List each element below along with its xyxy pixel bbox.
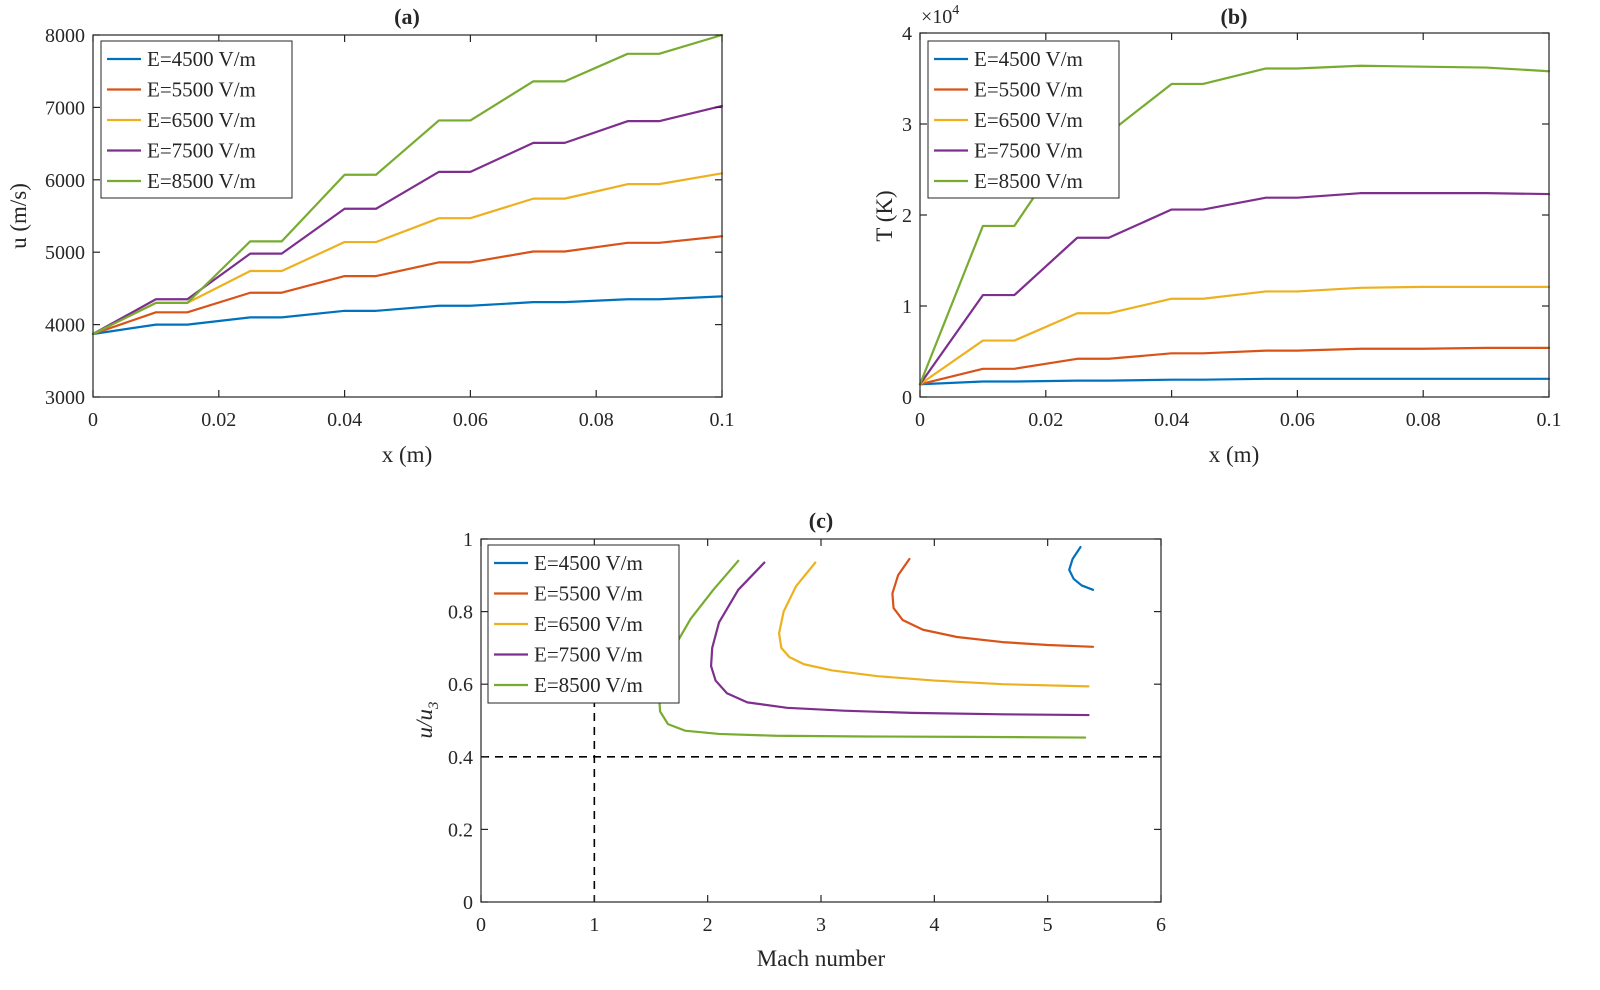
panel-c-series-3 bbox=[777, 561, 1090, 688]
panel-a-series bbox=[91, 33, 724, 336]
panel-b-xtick-label: 0.06 bbox=[1280, 409, 1315, 431]
panel-c-ytick-label: 0 bbox=[463, 892, 473, 914]
panel-b-legend: E=4500 V/m E=5500 V/m E=6500 V/m E=7500 V/m… bbox=[927, 40, 1120, 199]
panel-a-legend-label-4: E=7500 V/m bbox=[147, 139, 256, 163]
panel-b-xtick-label: 0.04 bbox=[1154, 409, 1189, 431]
panel-b-xtick-label: 0 bbox=[915, 409, 925, 431]
panel-b-exponent: ×104 bbox=[921, 3, 959, 28]
panel-a-series-1 bbox=[91, 295, 724, 336]
panel-a-legend-label-1: E=4500 V/m bbox=[147, 47, 256, 71]
panel-a-legend-label-3: E=6500 V/m bbox=[147, 108, 256, 132]
panel-a-series-5 bbox=[91, 33, 724, 336]
panel-b-series-3 bbox=[918, 285, 1551, 386]
panel-c-ticks: 0 1 2 3 4 5 6 0 0.2 0.4 0.6 0.8 1 bbox=[448, 529, 1166, 936]
panel-c-series-2 bbox=[891, 557, 1095, 648]
panel-a-ytick-label: 3000 bbox=[45, 387, 85, 409]
panel-c-ylabel-main: u/u bbox=[412, 709, 437, 738]
panel-a-ytick-label: 8000 bbox=[45, 25, 85, 47]
panel-a: 0 0.02 0.04 0.06 0.08 0.1 3000 4000 5000 6000 7000… bbox=[6, 4, 735, 467]
panel-c-xtick-label: 3 bbox=[816, 914, 826, 936]
panel-b-ticks: 0 0.02 0.04 0.06 0.08 0.1 0 1 2 3 4 bbox=[902, 23, 1562, 431]
panel-c: 0 1 2 3 4 5 6 0 0.2 0.4 0.6 0.8 1 (c) Mach number u/… bbox=[412, 508, 1166, 971]
panel-a-ytick-label: 7000 bbox=[45, 97, 85, 119]
panel-b-ytick-label: 2 bbox=[902, 205, 912, 227]
panel-c-legend-label-3: E=6500 V/m bbox=[534, 612, 643, 636]
panel-a-ticks: 0 0.02 0.04 0.06 0.08 0.1 3000 4000 5000 6000 7000… bbox=[45, 25, 735, 431]
panel-c-xtick-label: 5 bbox=[1043, 914, 1053, 936]
panel-c-ytick-label: 0.4 bbox=[448, 747, 473, 769]
panel-b-legend-label-3: E=6500 V/m bbox=[974, 108, 1083, 132]
panel-c-series bbox=[657, 545, 1095, 739]
panel-b-series-4 bbox=[918, 192, 1551, 386]
panel-b-xtick-label: 0.1 bbox=[1537, 409, 1562, 431]
panel-c-xlabel: Mach number bbox=[757, 946, 886, 971]
panel-b-title: (b) bbox=[1221, 4, 1248, 29]
panel-b-legend-label-2: E=5500 V/m bbox=[974, 78, 1083, 102]
panel-a-ylabel: u (m/s) bbox=[6, 183, 31, 249]
panel-a-xtick-label: 0.1 bbox=[710, 409, 735, 431]
panel-b-ytick-label: 0 bbox=[902, 387, 912, 409]
panel-a-xtick-label: 0.06 bbox=[453, 409, 488, 431]
panel-c-ylabel: u/u3 bbox=[412, 702, 442, 739]
panel-c-series-5 bbox=[657, 559, 1087, 739]
panel-a-ytick-label: 4000 bbox=[45, 315, 85, 337]
panel-c-series-1 bbox=[1068, 545, 1095, 591]
panel-a-axes bbox=[92, 34, 723, 398]
panel-c-ytick-label: 0.6 bbox=[448, 674, 473, 696]
panel-c-xtick-label: 2 bbox=[703, 914, 713, 936]
panel-c-ytick-label: 0.8 bbox=[448, 602, 473, 624]
panel-c-xtick-label: 0 bbox=[476, 914, 486, 936]
panel-c-ytick-label: 1 bbox=[463, 529, 473, 551]
panel-b-xtick-label: 0.02 bbox=[1028, 409, 1063, 431]
panel-b-legend-label-5: E=8500 V/m bbox=[974, 169, 1083, 193]
panel-a-legend-label-5: E=8500 V/m bbox=[147, 169, 256, 193]
panel-a-ytick-label: 5000 bbox=[45, 242, 85, 264]
panel-a-ytick-label: 6000 bbox=[45, 170, 85, 192]
panel-c-ytick-label: 0.2 bbox=[448, 819, 473, 841]
panel-a-series-3 bbox=[91, 172, 724, 336]
panel-a-xtick-label: 0 bbox=[88, 409, 98, 431]
panel-b-series-2 bbox=[918, 346, 1551, 386]
panel-a-legend: E=4500 V/m E=5500 V/m E=6500 V/m E=7500 V/m… bbox=[100, 40, 293, 199]
panel-b-legend-label-1: E=4500 V/m bbox=[974, 47, 1083, 71]
panel-a-legend-label-2: E=5500 V/m bbox=[147, 78, 256, 102]
panel-b-series bbox=[918, 64, 1551, 386]
panel-b-exponent-base: ×10 bbox=[921, 6, 952, 28]
panel-c-legend-label-4: E=7500 V/m bbox=[534, 643, 643, 667]
panel-c-legend: E=4500 V/m E=5500 V/m E=6500 V/m E=7500 V/m… bbox=[487, 544, 680, 704]
panel-b-legend-label-4: E=7500 V/m bbox=[974, 139, 1083, 163]
panel-a-xtick-label: 0.04 bbox=[327, 409, 362, 431]
panel-b-ytick-label: 1 bbox=[902, 296, 912, 318]
panel-c-xtick-label: 6 bbox=[1156, 914, 1166, 936]
panel-c-reference-lines bbox=[481, 699, 1161, 902]
panel-b-ytick-label: 4 bbox=[902, 23, 912, 45]
panel-c-legend-label-2: E=5500 V/m bbox=[534, 582, 643, 606]
panel-c-series-4 bbox=[709, 561, 1090, 717]
panel-b-ytick-label: 3 bbox=[902, 114, 912, 136]
panel-b-series-1 bbox=[918, 377, 1551, 386]
panel-a-xtick-label: 0.02 bbox=[201, 409, 236, 431]
panel-a-xtick-label: 0.08 bbox=[579, 409, 614, 431]
panel-a-xlabel: x (m) bbox=[382, 442, 432, 467]
panel-b-xlabel: x (m) bbox=[1209, 442, 1259, 467]
panel-c-xtick-label: 4 bbox=[929, 914, 939, 936]
panel-c-legend-label-1: E=4500 V/m bbox=[534, 551, 643, 575]
panel-c-ylabel-sub: 3 bbox=[426, 702, 442, 711]
panel-a-series-2 bbox=[91, 235, 724, 336]
panel-c-legend-label-5: E=8500 V/m bbox=[534, 673, 643, 697]
panel-b-exponent-power: 4 bbox=[952, 3, 959, 18]
panel-c-xtick-label: 1 bbox=[589, 914, 599, 936]
panel-b-series-5 bbox=[918, 64, 1551, 386]
panel-c-title: (c) bbox=[809, 508, 833, 533]
panel-a-title: (a) bbox=[394, 4, 420, 29]
panel-b-ylabel: T (K) bbox=[872, 190, 897, 241]
panel-b-xtick-label: 0.08 bbox=[1406, 409, 1441, 431]
